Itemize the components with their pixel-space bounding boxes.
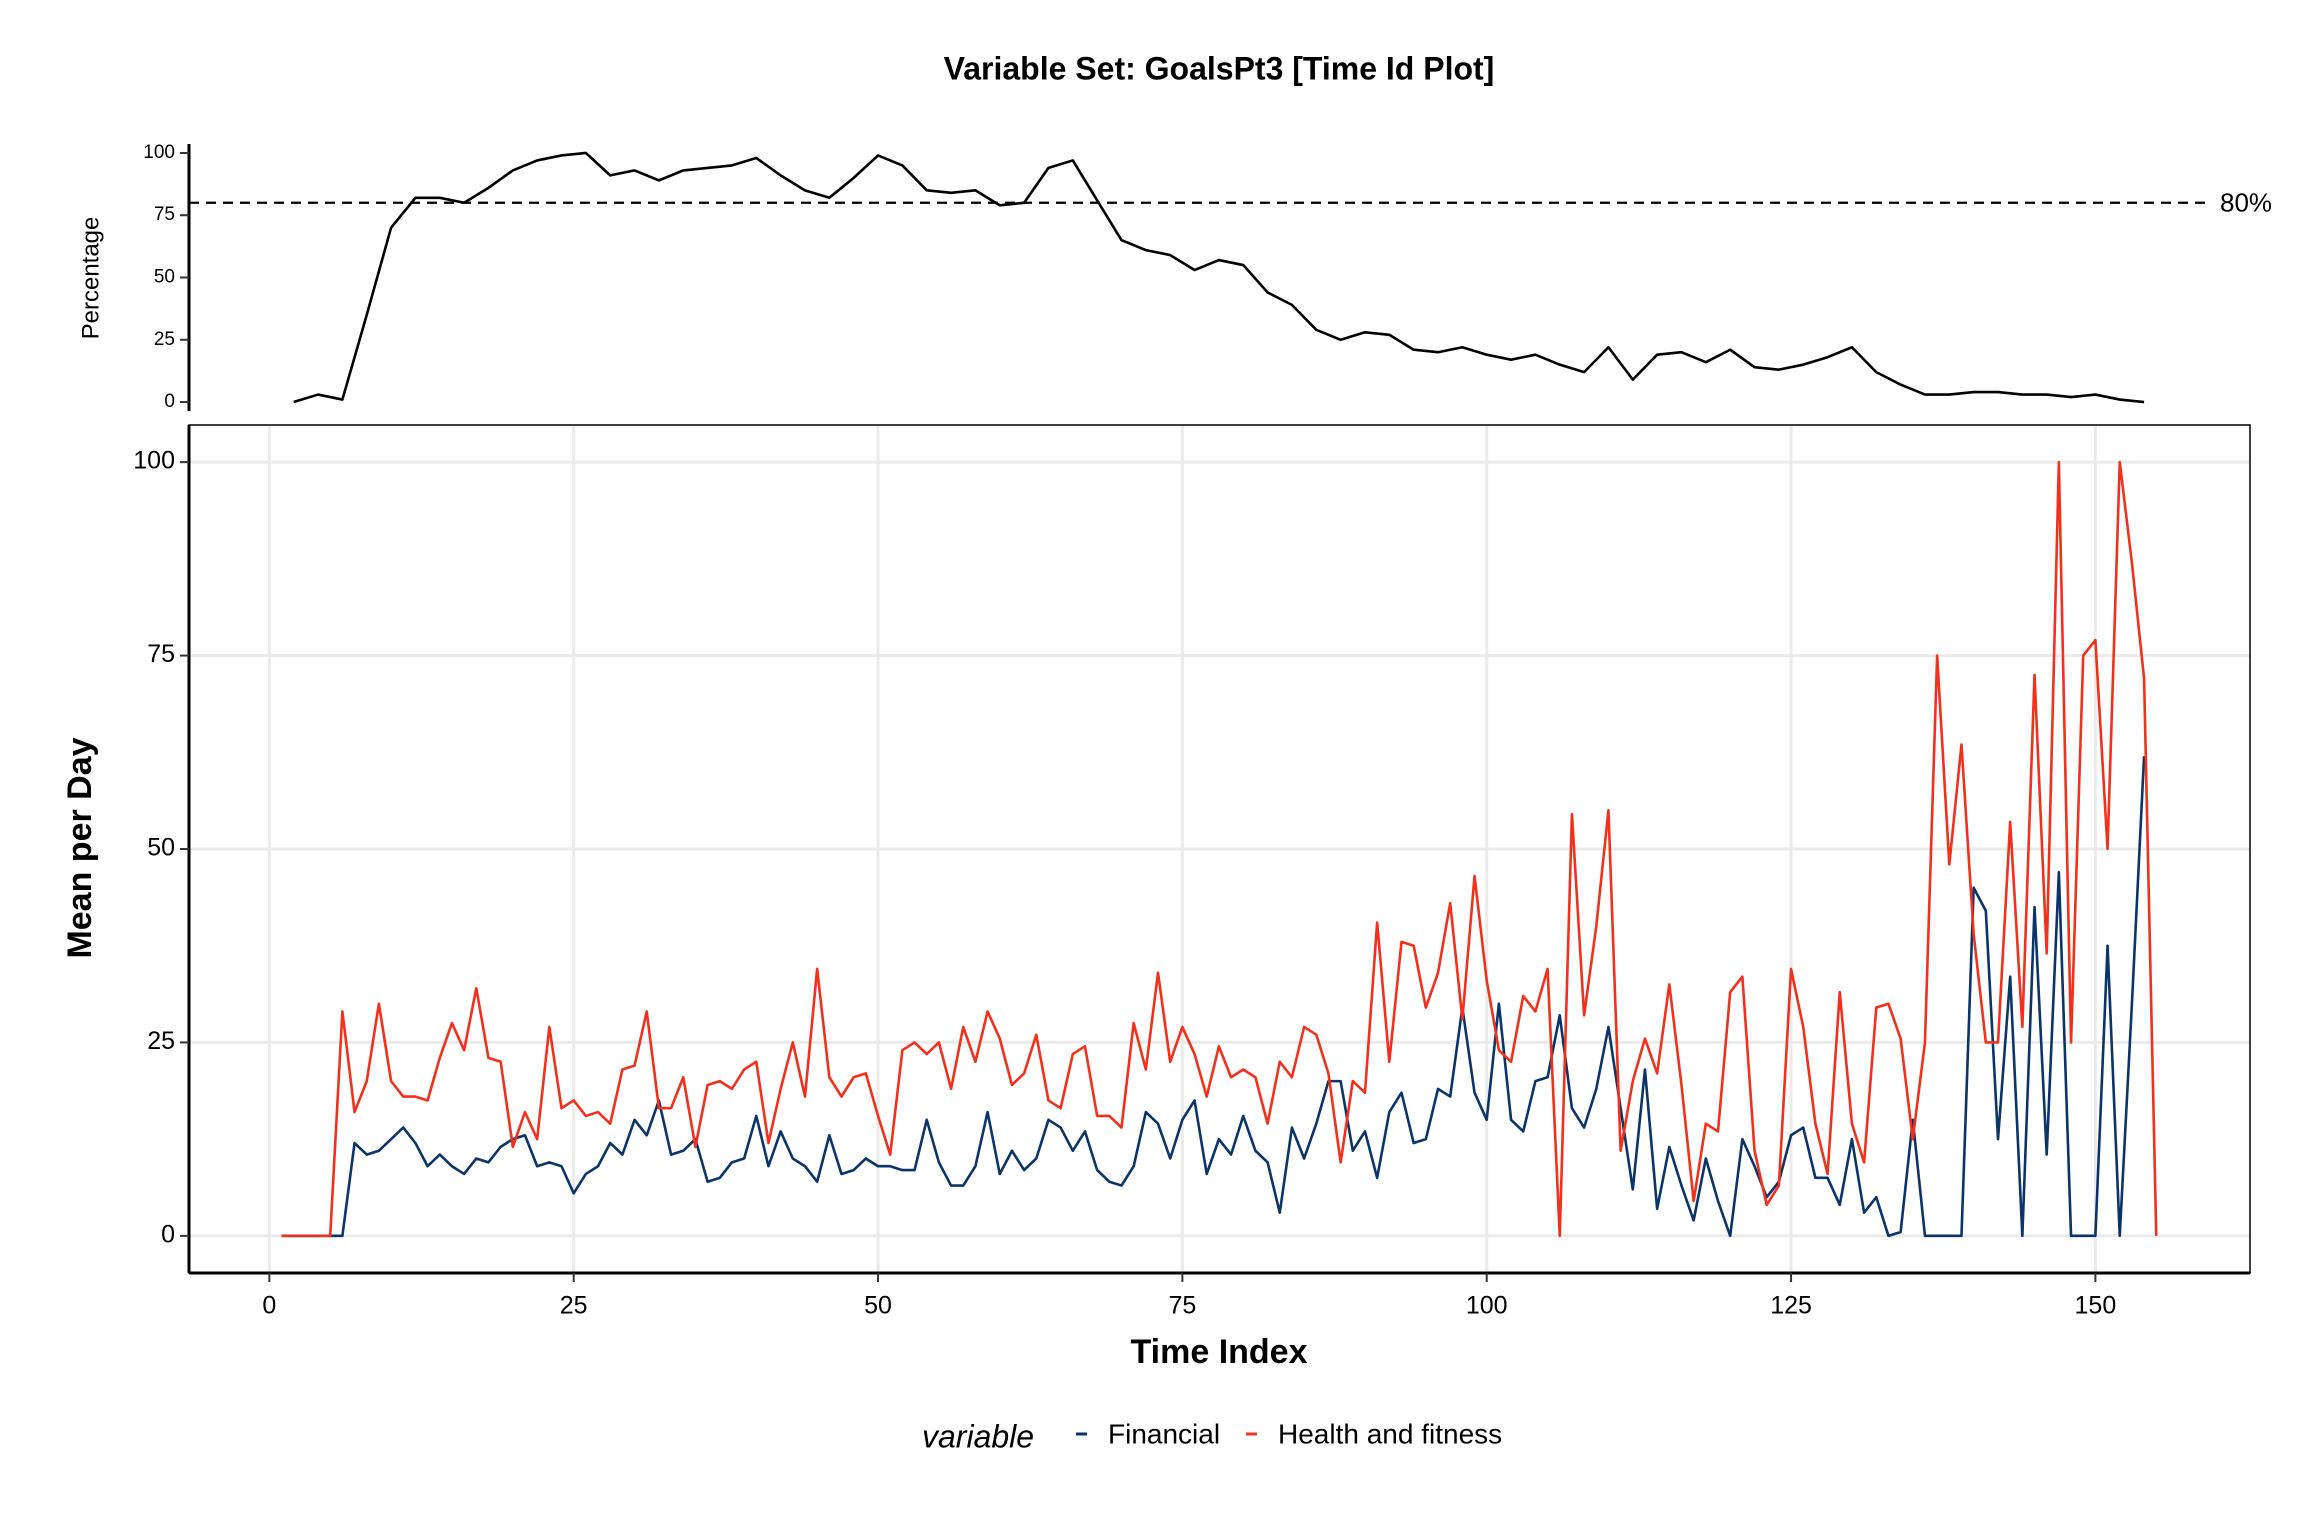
data-line xyxy=(281,756,2146,1238)
chart-title: Variable Set: GoalsPt3 [Time Id Plot] xyxy=(944,50,1495,86)
y-tick-label: 100 xyxy=(133,447,175,475)
y-tick-label: 75 xyxy=(147,640,175,668)
y-tick-label: 25 xyxy=(154,329,175,350)
x-tick-label: 150 xyxy=(2075,1292,2117,1320)
x-tick-label: 75 xyxy=(1168,1292,1196,1320)
y-tick-label: 0 xyxy=(161,1220,175,1248)
x-tick-label: 50 xyxy=(864,1292,892,1320)
legend-label: Financial xyxy=(1108,1418,1220,1449)
x-axis-label: Time Index xyxy=(1131,1333,1308,1371)
y-axis-label: Percentage xyxy=(77,217,104,340)
legend-title: variable xyxy=(922,1418,1034,1454)
y-tick-label: 75 xyxy=(154,204,175,225)
data-line xyxy=(281,460,2158,1238)
y-tick-label: 25 xyxy=(147,1027,175,1055)
y-axis-label: Mean per Day xyxy=(61,737,99,958)
x-tick-label: 0 xyxy=(262,1292,276,1320)
reference-label: 80% xyxy=(2220,188,2272,218)
y-tick-label: 0 xyxy=(164,391,175,412)
x-tick-label: 25 xyxy=(560,1292,588,1320)
data-line xyxy=(293,151,2145,404)
x-tick-label: 100 xyxy=(1466,1292,1508,1320)
y-tick-label: 100 xyxy=(143,142,175,163)
y-tick-label: 50 xyxy=(154,267,175,288)
y-tick-label: 50 xyxy=(147,834,175,862)
legend-label: Health and fitness xyxy=(1278,1418,1502,1449)
x-tick-label: 125 xyxy=(1770,1292,1812,1320)
